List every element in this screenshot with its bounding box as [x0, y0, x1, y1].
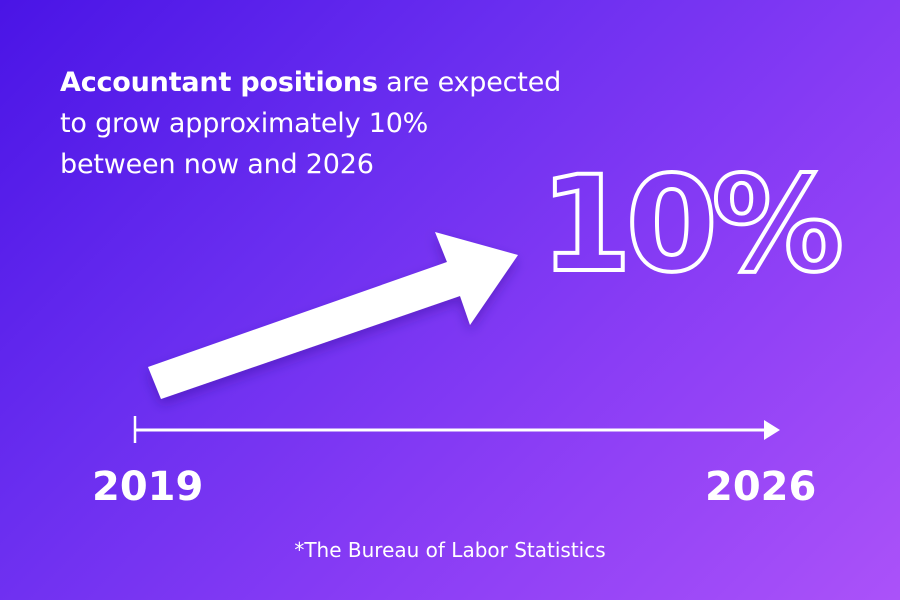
arrow-right-icon: [764, 420, 780, 440]
headline-line2: to grow approximately 10%: [60, 108, 429, 139]
headline-line1-rest: are expected: [377, 67, 562, 98]
source-citation: *The Bureau of Labor Statistics: [294, 538, 606, 562]
growth-percent: 10%: [538, 148, 846, 302]
headline-line3: between now and 2026: [60, 149, 374, 180]
headline-bold: Accountant positions: [60, 67, 378, 98]
timeline-end-year: 2026: [705, 464, 817, 510]
timeline-start-year: 2019: [92, 464, 204, 510]
headline: Accountant positions are expected to gro…: [60, 62, 620, 185]
